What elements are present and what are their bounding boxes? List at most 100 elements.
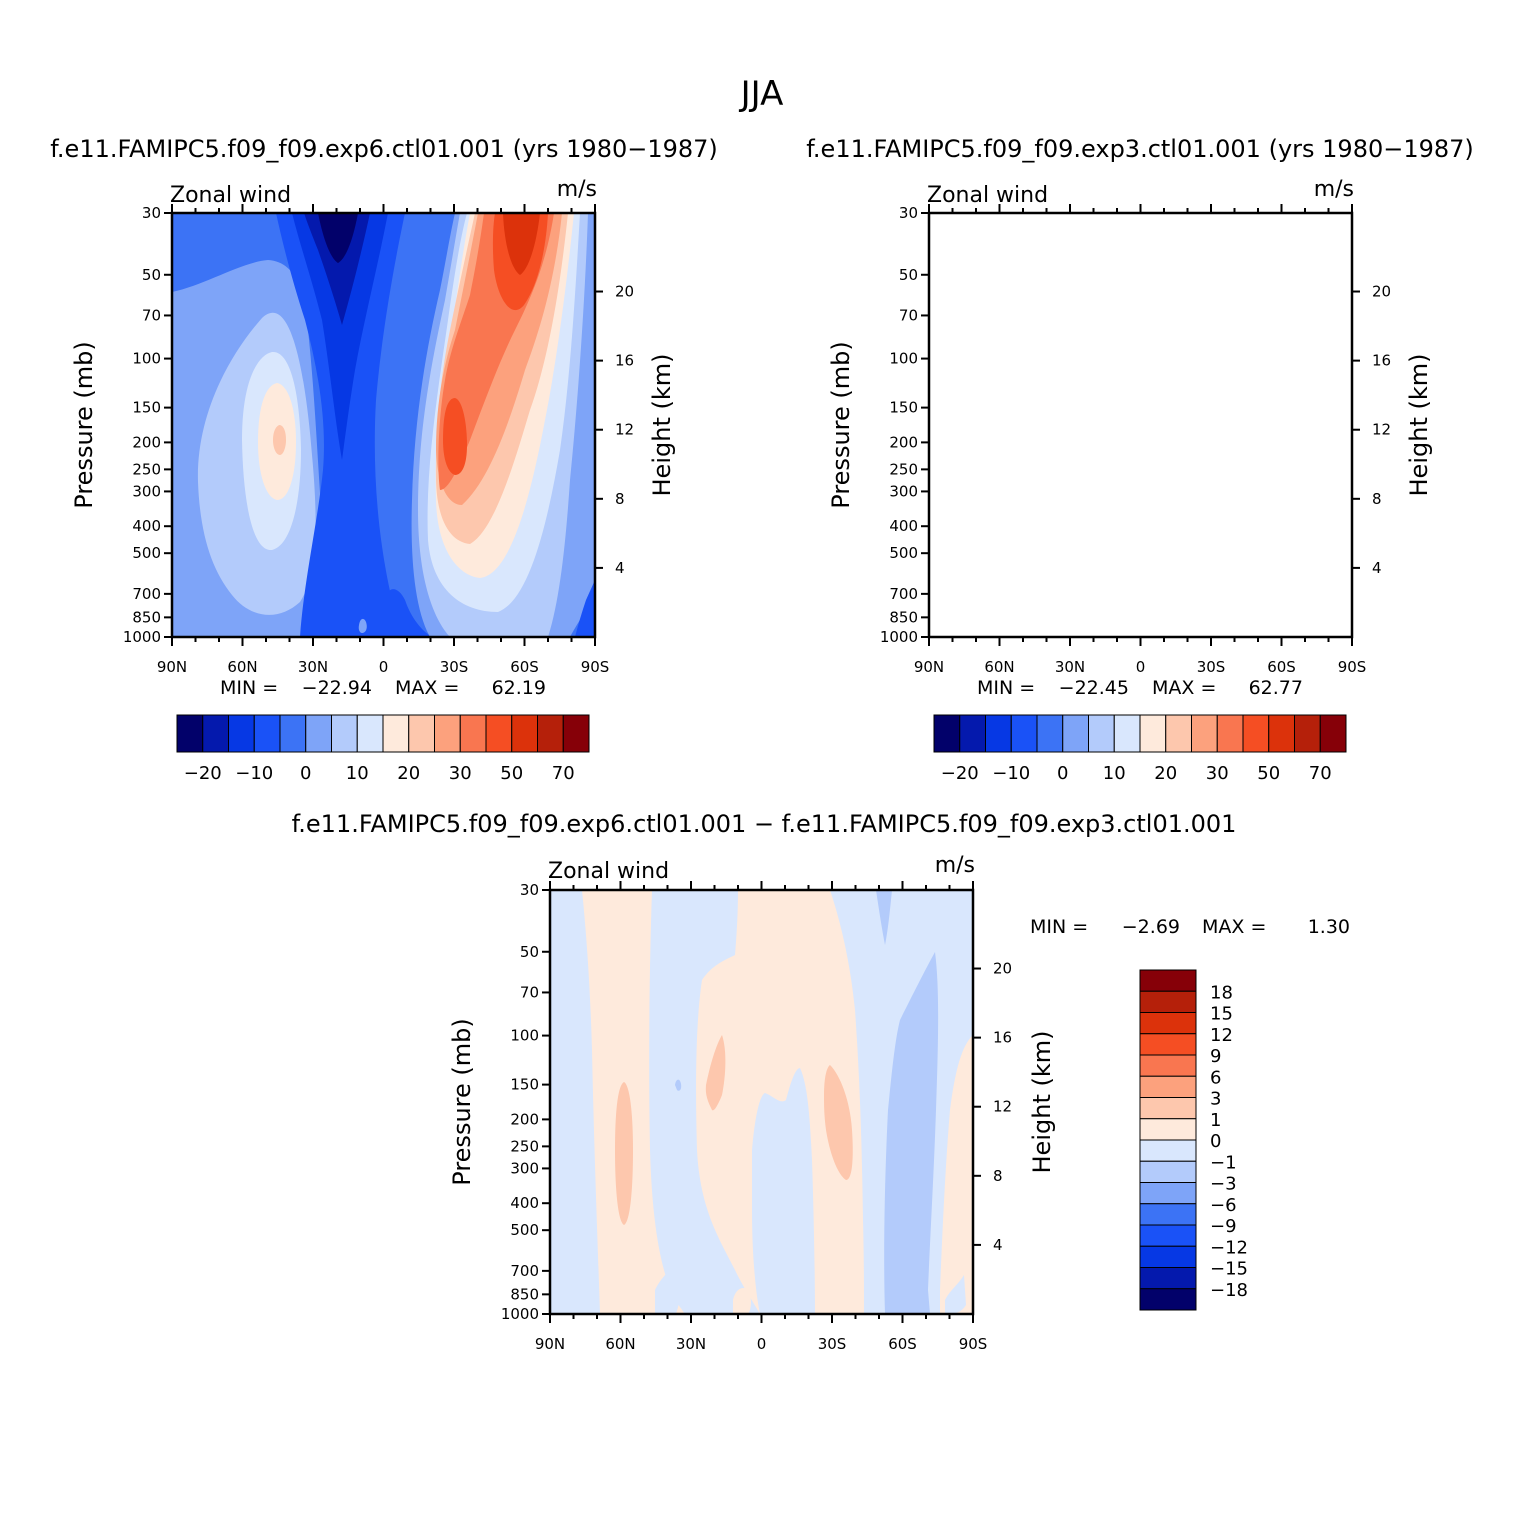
panel-a: f.e11.FAMIPC5.f09_f09.exp6.ctl01.001 (yr… <box>50 135 718 784</box>
x-tick-label: 60S <box>888 1335 917 1353</box>
panel-a-ylabel: Pressure (mb) <box>70 341 98 508</box>
x-tick-label: 60N <box>227 658 257 676</box>
x-tick-label: 30N <box>1055 658 1085 676</box>
x-tick-label: 90N <box>914 658 944 676</box>
panel-b-y2label: Height (km) <box>1405 354 1433 497</box>
contour-cream-north-band <box>582 890 685 1314</box>
x-tick-label: 60S <box>510 658 539 676</box>
colorbar-label: 10 <box>346 763 369 784</box>
colorbar-box <box>959 714 986 753</box>
colorbar-box <box>1139 714 1167 753</box>
panel-c-title: f.e11.FAMIPC5.f09_f09.exp6.ctl01.001 − f… <box>292 810 1237 838</box>
colorbar-box <box>1139 1054 1197 1077</box>
colorbar-box <box>1216 714 1244 753</box>
colorbar-label: 20 <box>1154 763 1177 784</box>
y-tick-label: 70 <box>899 306 918 324</box>
panel-c-contours <box>550 890 973 1314</box>
colorbar-box <box>1139 1160 1197 1183</box>
y2-tick-label: 4 <box>993 1236 1003 1254</box>
y-tick-label: 850 <box>510 1285 539 1303</box>
colorbar-box <box>1139 1203 1197 1226</box>
contour-red-core <box>1260 213 1297 280</box>
contour-speck-b <box>1116 619 1124 633</box>
colorbar-label: −10 <box>992 763 1030 784</box>
x-tick-label: 0 <box>1136 658 1146 676</box>
y-tick-label: 250 <box>510 1137 539 1155</box>
colorbar-box <box>176 714 204 753</box>
contour-pale-blue-north <box>955 313 1073 615</box>
colorbar-label: 0 <box>300 763 311 784</box>
contour-blue-edge-south <box>1332 580 1352 637</box>
colorbar-box <box>1139 1182 1197 1205</box>
x-tick-label: 90S <box>1338 658 1367 676</box>
x-tick-label: 30S <box>440 658 469 676</box>
contour-blue-notch <box>752 1068 815 1314</box>
panel-b-contours <box>929 213 1355 637</box>
colorbar-box <box>459 714 487 753</box>
y2-tick-label: 12 <box>615 421 634 439</box>
panel-b-max-value: 62.77 <box>1249 677 1303 699</box>
colorbar-label: −10 <box>235 763 273 784</box>
y-tick-label: 850 <box>889 608 918 626</box>
colorbar-label: −15 <box>1210 1259 1248 1280</box>
y2-tick-label: 8 <box>615 490 625 508</box>
colorbar-box <box>1139 1075 1197 1098</box>
contour-cream-north <box>1015 383 1053 500</box>
colorbar-label: −6 <box>1210 1195 1237 1216</box>
y-tick-label: 1000 <box>880 628 918 646</box>
colorbar-box <box>1139 1288 1197 1311</box>
panel-b-colorbar: −20 −10 0 10 20 30 50 70 <box>933 714 1347 784</box>
y-tick-label: 50 <box>142 266 161 284</box>
panel-b-axes: 30 50 70 100 150 200 250 300 400 500 700 850 1000 20 1… <box>880 204 1391 676</box>
contour-pale-blue-south-band <box>884 952 939 1314</box>
panel-a-title: f.e11.FAMIPC5.f09_f09.exp6.ctl01.001 (yr… <box>50 135 718 163</box>
colorbar-box <box>1139 1012 1197 1035</box>
panel-b-min-label: MIN = <box>977 677 1035 699</box>
colorbar-box <box>1139 1267 1197 1290</box>
x-tick-label: 60S <box>1267 658 1296 676</box>
colorbar-box <box>1139 1139 1197 1162</box>
colorbar-box <box>1139 1224 1197 1247</box>
colorbar-box <box>434 714 461 753</box>
contour-peach-north-band <box>615 1082 633 1225</box>
colorbar-box <box>1319 714 1347 753</box>
colorbar-label: −18 <box>1210 1280 1248 1301</box>
y2-tick-label: 16 <box>615 352 634 370</box>
colorbar-label: 3 <box>1210 1089 1221 1110</box>
colorbar-box <box>1268 714 1295 753</box>
colorbar-box <box>1010 714 1038 753</box>
colorbar-box <box>356 714 384 753</box>
y2-tick-label: 12 <box>993 1098 1012 1116</box>
contour-speck-c <box>675 1079 682 1091</box>
colorbar-box <box>1139 1118 1197 1141</box>
colorbar-label: 10 <box>1103 763 1126 784</box>
panel-c-left-label: Zonal wind <box>548 859 669 884</box>
colorbar-label: −20 <box>941 763 979 784</box>
panel-b-max-label: MAX = <box>1152 677 1216 699</box>
contour-peach-north <box>1030 418 1043 458</box>
panel-b: f.e11.FAMIPC5.f09_f09.exp3.ctl01.001 (yr… <box>806 135 1474 784</box>
panel-c-axes: 30 50 70 100 150 200 250 300 400 500 700 850 1000 20 1… <box>501 881 1012 1353</box>
contour-pale-blue-south <box>1175 213 1345 637</box>
y-tick-label: 300 <box>510 1159 539 1177</box>
y-tick-label: 30 <box>142 204 161 222</box>
y-tick-label: 250 <box>889 460 918 478</box>
y-tick-label: 500 <box>510 1221 539 1239</box>
panel-a-max-value: 62.19 <box>492 677 546 699</box>
contour-navy-core <box>318 213 358 263</box>
colorbar-box <box>1139 969 1197 992</box>
y-tick-label: 500 <box>132 544 161 562</box>
colorbar-label: 30 <box>1206 763 1229 784</box>
panel-a-y2label: Height (km) <box>648 354 676 497</box>
panel-c-max-label: MAX = <box>1202 916 1266 938</box>
colorbar-box <box>1139 1097 1197 1120</box>
colorbar-box <box>1294 714 1321 753</box>
colorbar-box <box>1165 714 1192 753</box>
y-tick-label: 500 <box>889 544 918 562</box>
colorbar-label: 6 <box>1210 1067 1221 1088</box>
x-tick-label: 0 <box>379 658 389 676</box>
y-tick-label: 1000 <box>501 1305 539 1323</box>
colorbar-label: 15 <box>1210 1004 1233 1025</box>
contour-base <box>929 213 1352 637</box>
contour-red-core <box>503 213 540 275</box>
